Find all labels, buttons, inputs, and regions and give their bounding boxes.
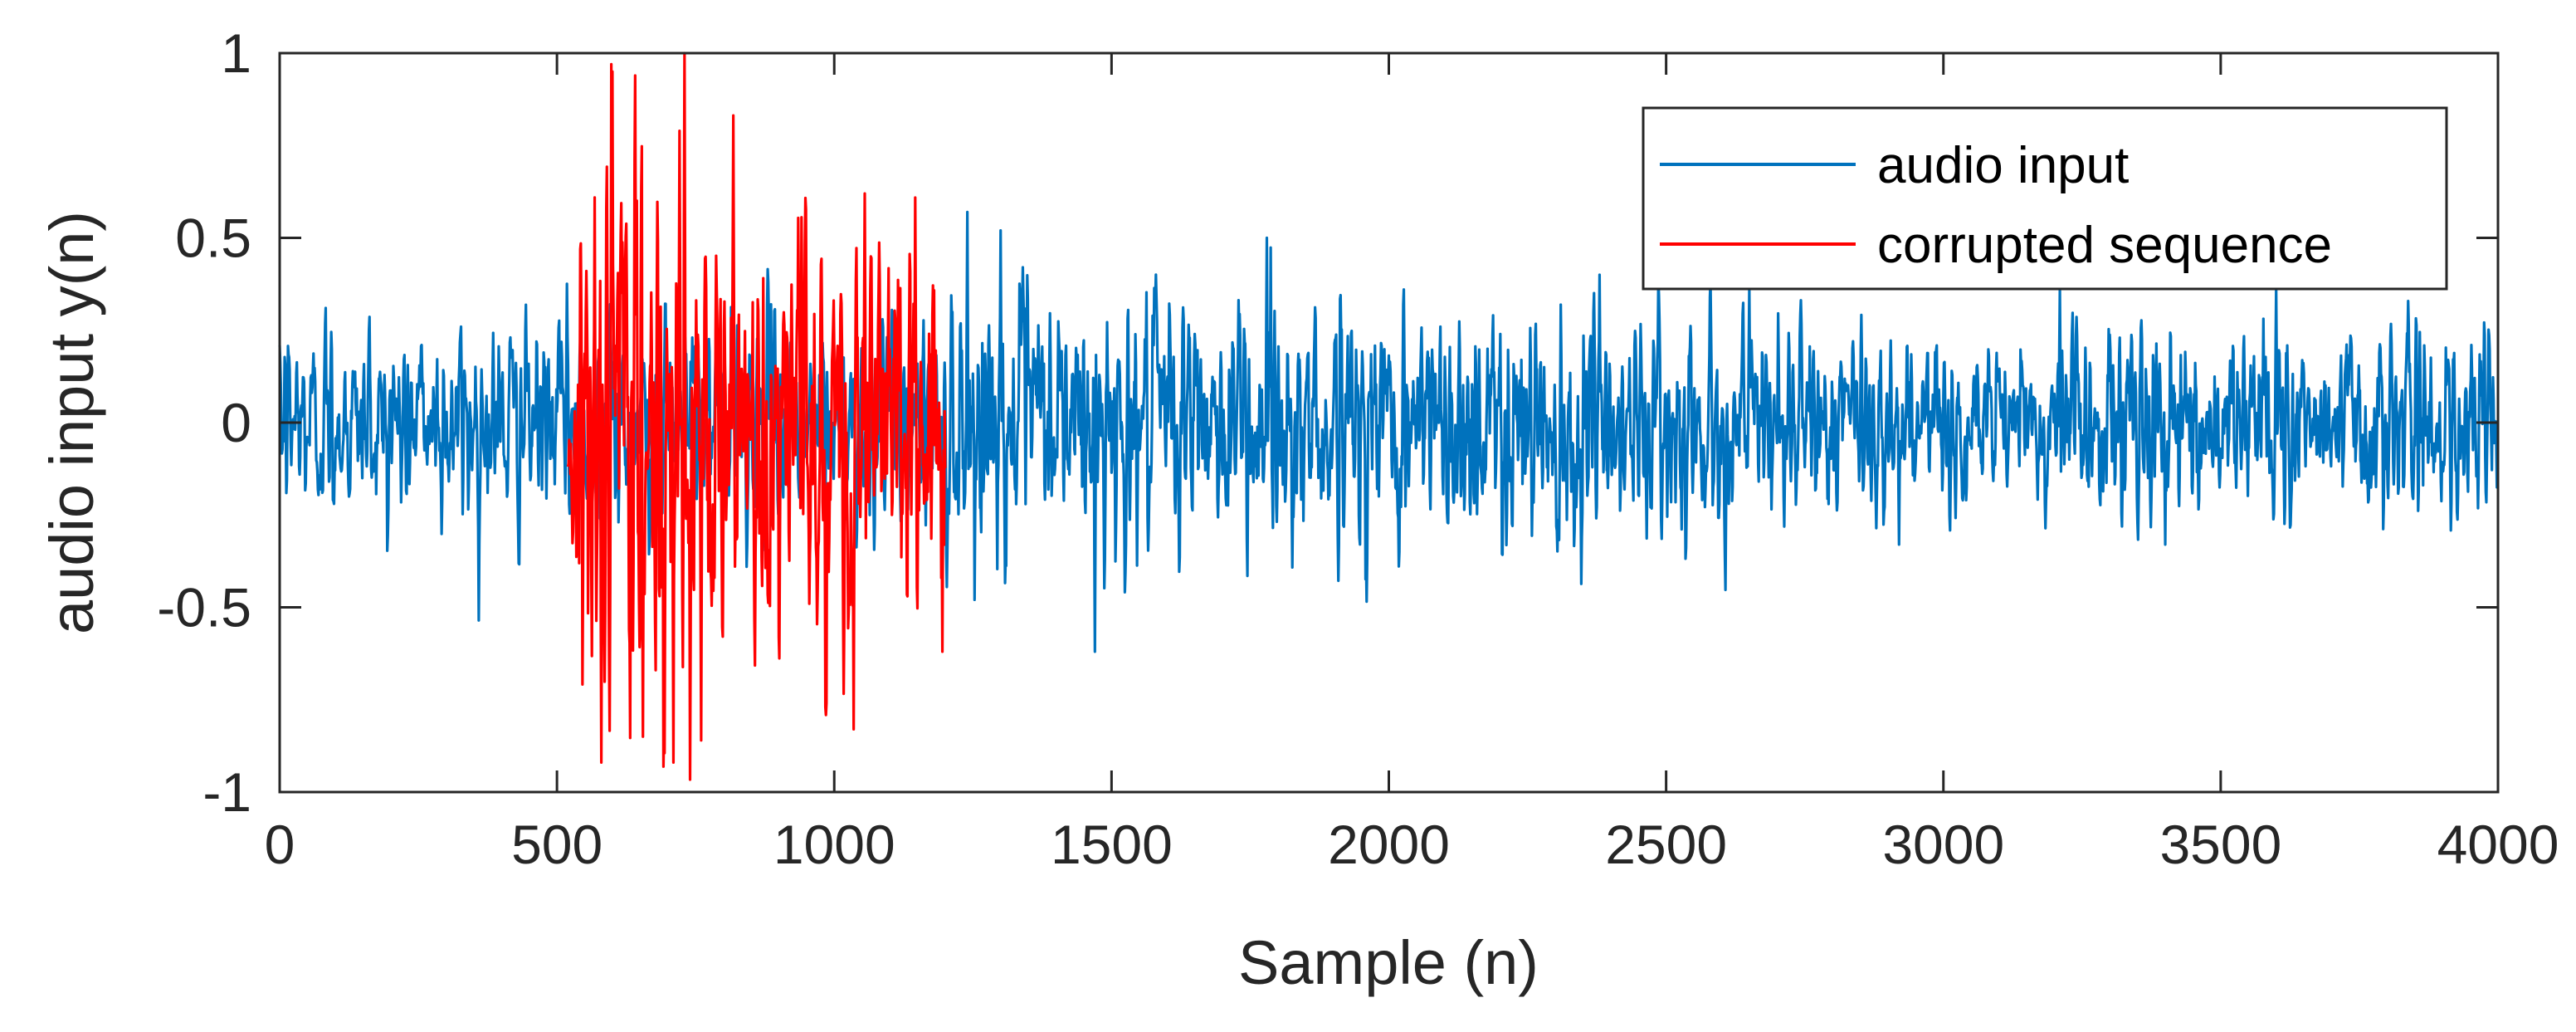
legend-label-corrupted-sequence: corrupted sequence (1877, 217, 2332, 274)
x-tick-label: 3000 (1882, 814, 2004, 875)
x-tick-label: 3500 (2159, 814, 2281, 875)
y-tick-label: -1 (202, 761, 251, 823)
y-tick-label: -0.5 (157, 577, 251, 638)
y-tick-label: 0 (221, 392, 251, 453)
x-tick-label: 1500 (1051, 814, 1173, 875)
x-axis-label: Sample (n) (1238, 928, 1539, 997)
series-line-audio-input (278, 210, 2500, 653)
y-tick-label: 0.5 (175, 208, 251, 269)
y-tick-label: 1 (221, 22, 251, 84)
legend-label-audio-input: audio input (1877, 137, 2129, 194)
y-axis: 1 0.5 0 -0.5 -1 (157, 22, 2498, 823)
x-tick-label: 2000 (1328, 814, 1450, 875)
series-layer (278, 51, 2500, 781)
x-tick-label: 1000 (773, 814, 895, 875)
series-line-corrupted-sequence (566, 51, 947, 781)
x-axis: 0 500 1000 1500 2000 2500 3000 3500 4000 (265, 53, 2559, 875)
y-axis-label: audio input y(n) (37, 211, 106, 634)
x-tick-label: 4000 (2437, 814, 2559, 875)
x-tick-label: 500 (511, 814, 603, 875)
x-tick-label: 0 (265, 814, 295, 875)
legend: audio input corrupted sequence (1642, 106, 2448, 291)
legend-box (1642, 106, 2448, 291)
x-tick-label: 2500 (1605, 814, 1727, 875)
